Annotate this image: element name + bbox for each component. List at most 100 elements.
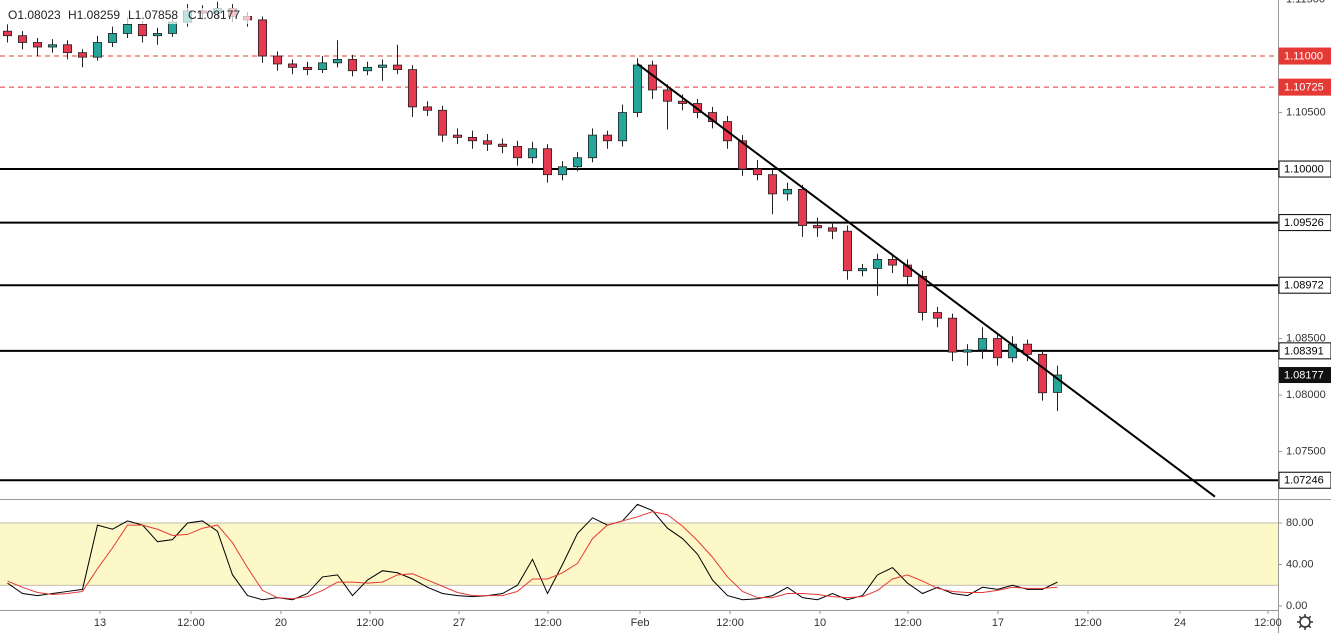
level-label-box <box>1278 471 1331 489</box>
x-tick-label: 10 <box>814 617 826 629</box>
x-tick-label: 17 <box>992 617 1004 629</box>
candle-body <box>617 112 628 142</box>
x-tick-label: 12:00 <box>356 617 384 629</box>
ohlc-legend: O1.08023 <box>8 8 61 22</box>
candle-body <box>422 106 433 111</box>
price-label-box <box>1279 367 1331 384</box>
candle-body <box>347 59 358 72</box>
x-tick-label: 12:00 <box>177 617 205 629</box>
candle-body <box>317 62 328 71</box>
level-label-box <box>1278 214 1331 232</box>
x-tick-label: 12:00 <box>1254 617 1282 629</box>
candle-body <box>992 338 1003 359</box>
candle-body <box>932 312 943 319</box>
level-label: 1.10000 <box>1284 163 1324 175</box>
candle-body <box>1022 343 1033 355</box>
candle-body <box>362 66 373 72</box>
candle-body <box>827 227 838 232</box>
candle-body <box>857 268 868 272</box>
candle-body <box>122 24 133 34</box>
candle-body <box>17 35 28 43</box>
y-tick-label: 1.11500 <box>1286 0 1325 5</box>
candle-body <box>2 30 13 37</box>
ohlc-legend: C1.08177 <box>188 8 240 22</box>
candle-body <box>32 42 43 48</box>
x-tick-label: Feb <box>631 617 650 629</box>
candle-body <box>452 134 463 138</box>
candle-body <box>677 100 688 104</box>
candle-body <box>137 24 148 37</box>
level-label-box <box>1278 276 1331 294</box>
candle-body <box>812 225 823 229</box>
ohlc-legend: L1.07858 <box>128 8 178 22</box>
level-label: 1.08391 <box>1284 345 1324 357</box>
candle-body <box>977 338 988 351</box>
y-tick-label: 1.08500 <box>1286 332 1326 344</box>
candle-body <box>437 109 448 136</box>
level-label-box <box>1278 342 1331 360</box>
candle-body <box>497 143 508 147</box>
candle-body <box>377 64 388 68</box>
x-tick-label: 12:00 <box>894 617 922 629</box>
oscillator-line <box>7 503 1058 601</box>
candle-body <box>572 157 583 168</box>
candle-body <box>782 188 793 195</box>
candle-body <box>1037 353 1048 394</box>
osc-y-tick-label: 40.00 <box>1286 558 1314 570</box>
candle-body <box>887 259 898 266</box>
candle-body <box>407 69 418 108</box>
candle-body <box>272 55 283 65</box>
candle-body <box>767 174 778 195</box>
x-tick-label: 13 <box>94 617 106 629</box>
candle-body <box>47 44 58 48</box>
y-tick-label: 1.07500 <box>1286 445 1326 457</box>
x-tick-label: 12:00 <box>1074 617 1102 629</box>
candle-body <box>797 188 808 226</box>
candle-body <box>917 275 928 313</box>
candle-body <box>287 63 298 68</box>
level-label: 1.09526 <box>1284 217 1324 229</box>
level-label: 1.11000 <box>1284 50 1323 62</box>
x-tick-label: 24 <box>1174 617 1186 629</box>
level-label: 1.08972 <box>1284 280 1324 292</box>
candle-body <box>512 146 523 159</box>
candle-body <box>947 317 958 353</box>
candle-body <box>662 89 673 102</box>
price-label: 1.08177 <box>1284 369 1324 381</box>
candle-body <box>587 134 598 159</box>
level-label: 1.07246 <box>1284 475 1324 487</box>
y-tick-label: 1.08000 <box>1286 389 1326 401</box>
candle-body <box>632 64 643 113</box>
trendline <box>636 63 1216 498</box>
candle-body <box>467 137 478 142</box>
candle-body <box>962 349 973 353</box>
candle-body <box>302 66 313 71</box>
level-label-box <box>1278 78 1331 96</box>
y-tick-label: 1.10500 <box>1286 106 1326 118</box>
candle-body <box>1052 374 1063 393</box>
candle-body <box>752 168 763 176</box>
candle-body <box>872 259 883 269</box>
oscillator-band <box>0 523 1278 586</box>
oscillator-line <box>7 511 1058 600</box>
x-tick-label: 27 <box>453 617 465 629</box>
candle-body <box>482 140 493 145</box>
candle-body <box>92 42 103 58</box>
level-label: 1.10725 <box>1284 82 1324 94</box>
candle-body <box>77 52 88 58</box>
candle-body <box>107 33 118 43</box>
x-tick-label: 12:00 <box>716 617 744 629</box>
settings-icon[interactable] <box>1297 614 1313 630</box>
candle-body <box>557 166 568 176</box>
legend-bg <box>0 8 250 24</box>
x-tick-label: 20 <box>275 617 287 629</box>
candle-body <box>527 148 538 159</box>
candle-body <box>842 230 853 272</box>
osc-y-tick-label: 80.00 <box>1286 517 1314 529</box>
candle-body <box>332 59 343 64</box>
level-label-box <box>1278 47 1331 65</box>
settings-gear-teeth[interactable] <box>1297 614 1313 630</box>
candle-body <box>542 148 553 176</box>
candle-body <box>602 134 613 142</box>
